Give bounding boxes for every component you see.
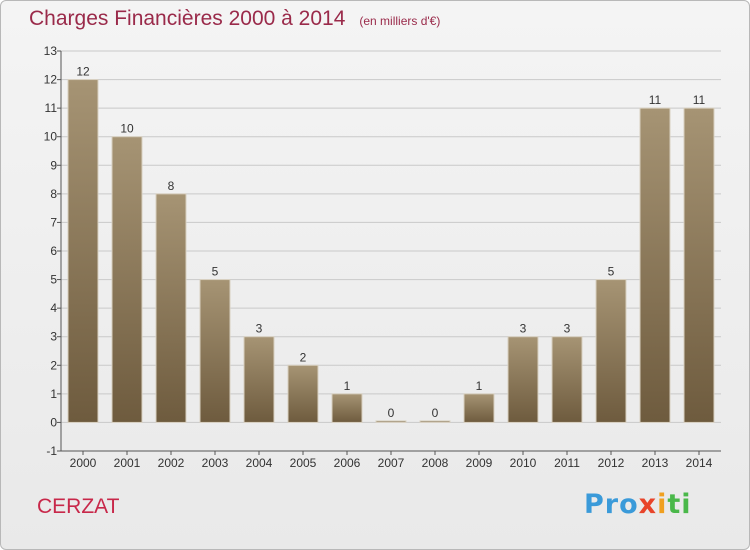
logo-part-1: Pro: [584, 489, 639, 520]
y-tick-label: 4: [50, 301, 57, 315]
x-tick-label: 2007: [378, 456, 405, 470]
y-tick-label: 12: [44, 73, 58, 87]
x-tick-label: 2012: [598, 456, 625, 470]
data-label: 11: [649, 93, 662, 107]
data-label: 11: [693, 93, 706, 107]
bar: [67, 79, 99, 423]
y-tick-label: 13: [44, 44, 58, 58]
x-tick-label: 2001: [114, 456, 141, 470]
x-tick-label: 2010: [510, 456, 537, 470]
y-tick-label: 6: [50, 244, 57, 258]
y-tick-label: 3: [50, 330, 57, 344]
chart-unit: (en milliers d'€): [359, 14, 441, 28]
commune-name: CERZAT: [37, 495, 120, 518]
bar: [243, 336, 275, 423]
bar: [507, 336, 539, 423]
x-tick-label: 2009: [466, 456, 493, 470]
data-label: 1: [344, 379, 351, 393]
bar: [287, 364, 319, 423]
y-tick-label: 8: [50, 187, 57, 201]
x-tick-label: 2005: [290, 456, 317, 470]
data-label: 5: [608, 265, 615, 279]
y-tick-label: 9: [50, 158, 57, 172]
y-tick-label: 0: [50, 415, 57, 429]
logo-part-4: ti: [667, 489, 692, 520]
x-tick-label: 2011: [554, 456, 580, 470]
x-tick-label: 2013: [642, 456, 669, 470]
data-label: 3: [256, 322, 263, 336]
data-label: 0: [388, 406, 395, 420]
data-label: 2: [300, 350, 307, 364]
proxiti-logo: Proxiti: [584, 489, 692, 520]
data-label: 8: [168, 179, 175, 193]
data-label: 0: [432, 406, 439, 420]
y-tick-label: 1: [50, 387, 57, 401]
data-label: 3: [564, 322, 571, 336]
x-tick-label: 2008: [422, 456, 449, 470]
x-tick-label: 2003: [202, 456, 229, 470]
data-label: 1: [476, 379, 483, 393]
x-tick-label: 2000: [70, 456, 97, 470]
chart-title-text: Charges Financières 2000 à 2014: [29, 7, 346, 30]
bar: [639, 107, 671, 423]
data-label: 3: [520, 322, 527, 336]
data-label: 12: [76, 65, 90, 79]
x-tick-label: 2014: [686, 456, 713, 470]
data-label: 10: [120, 122, 134, 136]
x-tick-label: 2004: [246, 456, 273, 470]
logo-part-3: i: [657, 489, 668, 520]
bar: [375, 420, 407, 423]
bar: [463, 393, 495, 423]
y-tick-label: -1: [46, 444, 57, 458]
bar: [419, 420, 451, 423]
y-tick-label: 5: [50, 273, 57, 287]
bar: [111, 136, 143, 423]
y-tick-label: 2: [50, 358, 57, 372]
y-tick-label: 7: [50, 215, 57, 229]
chart-title: Charges Financières 2000 à 2014 (en milli…: [29, 7, 440, 31]
y-tick-label: 10: [44, 130, 58, 144]
bar: [683, 107, 715, 423]
bar: [331, 393, 363, 423]
bar: [199, 279, 231, 423]
logo-part-2: x: [638, 489, 658, 520]
bar: [155, 193, 187, 423]
bars: [67, 79, 715, 423]
bar: [551, 336, 583, 423]
y-tick-label: 11: [45, 101, 58, 115]
bar: [595, 279, 627, 423]
x-tick-label: 2002: [158, 456, 185, 470]
data-label: 5: [212, 265, 219, 279]
x-tick-label: 2006: [334, 456, 361, 470]
